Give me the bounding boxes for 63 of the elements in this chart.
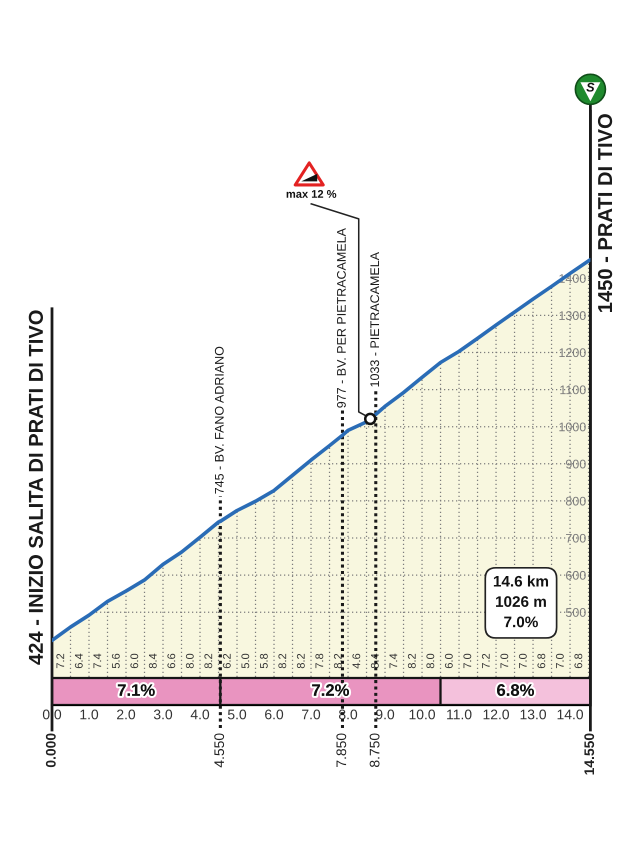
annotation: 14.6 km 1026 m 7.0% [494,575,548,628]
annotation: 5.8 [260,654,268,668]
annotation: 6.6 [167,654,176,668]
annotation: 6.4 [74,654,83,668]
x-tick-label: 4.0 [190,710,210,720]
y-tick-label: 1300 [559,311,586,320]
x-tick-label: 12.0 [484,710,510,720]
x-tick-label: 10.0 [410,710,436,720]
x2-tick-label: 14.550 [584,733,594,775]
ref-line-label: 745 - BV. FANO ADRIANO [214,346,224,494]
annotation: 7.4 [93,654,102,668]
x-tick-label: 2.0 [117,710,136,720]
annotation: 8.2 [334,654,342,668]
text: S [586,82,594,92]
x-tick-label: 1.0 [80,710,98,720]
annotation: 6.0 [444,654,453,668]
x2-tick-label: 0.000 [46,733,56,768]
band-label: 6.8% [497,684,534,696]
y-tick-label: 600 [566,570,586,580]
band-label: 7.1% [118,684,155,696]
annotation: 7.0 [500,654,508,668]
ref-line-label: 1033 - PIETRACAMELA [370,252,380,387]
y-tick-label: 700 [566,534,586,543]
annotation: 8.2 [204,654,212,668]
annotation: 8.4 [148,654,157,668]
annotation: max 12 % [286,190,336,198]
annotation: 7.0 [518,654,527,668]
x-tick-label: 6.0 [265,710,284,720]
annotation: 6.2 [222,654,231,668]
annotation: 7.0 [463,654,472,668]
x-tick-label: 5.0 [228,710,246,720]
x-tick-label: 13.0 [520,710,546,720]
annotation: 8.2 [408,654,416,668]
annotation: 8.0 [186,654,194,668]
x2-tick-label: 4.550 [214,733,224,768]
annotation: 8.2 [296,654,305,668]
annotation: 7.0 [556,654,564,668]
y-tick-label: 1100 [560,385,586,394]
annotation: 5.6 [112,654,120,668]
x-tick-label: 9.0 [376,710,394,720]
annotation: 4.6 [352,654,360,668]
annotation: 7.2 [56,654,64,668]
annotation: 7.4 [390,654,398,668]
y-tick-label: 900 [566,460,586,468]
annotation: 7.8 [315,654,324,668]
x-tick-label: 3.0 [154,710,172,720]
x-tick-label: 7.0 [302,710,320,720]
annotation: 6.0 [130,654,138,668]
band-label: 7.2% [312,684,350,696]
annotation: 7.2 [482,654,490,668]
y-tick-label: 1000 [559,422,586,432]
annotation: 6.8 [537,654,546,668]
ref-line-label: 977 - BV. PER PIETRACAMELA [336,228,346,408]
annotation: 6.8 [574,654,582,668]
x2-tick-label: 7.850 [336,733,346,767]
annotation: 8.2 [278,654,286,668]
annotation: 8.0 [426,654,434,668]
x2-tick-label: 8.750 [370,733,380,768]
annotation: 5.0 [241,654,250,668]
ref-line-label: 424 - INIZIO SALITA DI PRATI DI TIVO [28,310,44,665]
ref-line-label: 1450 - PRATI DI TIVO [598,114,612,312]
x-tick-label: 11.0 [447,710,472,720]
x-tick-label: 14.0 [558,710,584,720]
